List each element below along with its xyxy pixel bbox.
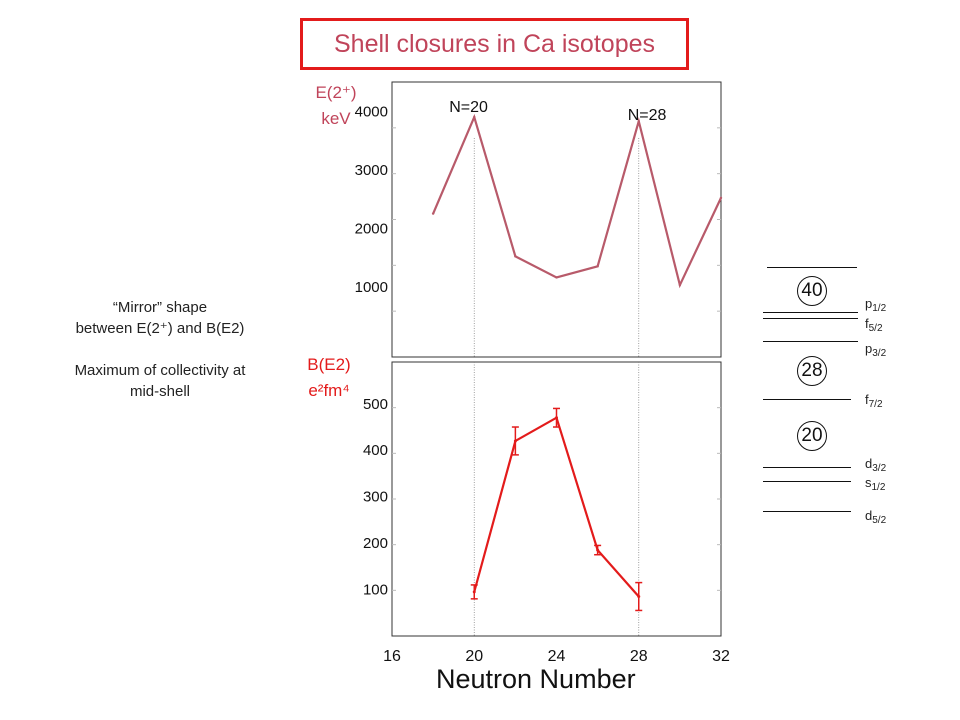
e2-data-point: [473, 115, 476, 119]
shell-level-line-top: [767, 267, 857, 268]
be2-ylabel-line2: e²fm⁴: [308, 381, 350, 400]
e2-ytick-label: 3000: [355, 162, 388, 179]
e2-data-point: [678, 283, 682, 287]
shell-level-f72: [763, 399, 851, 400]
be2-frame: [391, 361, 722, 637]
e2-ylabel-line2: keV: [321, 109, 351, 128]
x-tick-label: 20: [465, 648, 483, 665]
shell-level-p32: [763, 341, 858, 342]
e2-frame: [391, 81, 722, 358]
be2-series-line: [473, 416, 640, 598]
be2-ytick-label: 200: [363, 535, 388, 552]
note-line1: “Mirror” shape: [112, 299, 208, 316]
be2-data-point: [596, 548, 600, 552]
label-p32: p3/2: [865, 341, 887, 359]
note-line4: mid-shell: [129, 383, 190, 400]
be2-ylabel-line1: B(E2): [307, 355, 351, 374]
e2-ytick-label: 2000: [355, 220, 388, 237]
label-f72: f7/2: [865, 392, 883, 410]
e2-series-line: [432, 113, 722, 289]
magic-number-40: 40: [797, 276, 827, 306]
e2-data-point: [719, 196, 723, 200]
be2-ylabel: B(E2) e²fm⁴: [289, 352, 369, 404]
x-tick-label: 28: [630, 648, 648, 665]
annotation-n28: N=28: [628, 107, 667, 124]
e2-ytick-label: 1000: [355, 279, 388, 296]
be2-data-point: [637, 595, 641, 599]
x-tick-label: 32: [712, 648, 730, 665]
shell-level-s12: [763, 481, 851, 482]
x-tick-label: 16: [383, 648, 401, 665]
be2-ytick-label: 500: [363, 396, 388, 413]
e2-ylabel-line1: E(2⁺): [315, 83, 357, 102]
e2-data-point: [637, 120, 640, 123]
be2-ytick-label: 100: [363, 582, 388, 599]
shell-level-d52: [763, 511, 851, 512]
be2-data-point: [513, 439, 517, 443]
label-s12: s1/2: [865, 475, 886, 493]
e2-data-point: [596, 265, 599, 268]
e2-panel: N=20 N=28 1000 2000 3000 4000: [355, 81, 723, 358]
label-f52: f5/2: [865, 316, 883, 334]
label-d52: d5/2: [865, 508, 887, 526]
side-notes: “Mirror” shape between E(2⁺) and B(E2) M…: [30, 297, 290, 402]
chart-title: Shell closures in Ca isotopes: [300, 18, 689, 70]
magic-number-28: 28: [797, 356, 827, 386]
e2-data-point: [555, 276, 558, 279]
annotation-n20: N=20: [449, 99, 488, 116]
e2-ylabel: E(2⁺) keV: [296, 80, 376, 132]
shell-level-d32: [763, 467, 851, 468]
note-line3: Maximum of collectivity at: [74, 362, 246, 379]
label-d32: d3/2: [865, 456, 887, 474]
be2-ytick-label: 400: [363, 442, 388, 459]
shell-level-p12: [763, 312, 858, 313]
label-p12: p1/2: [865, 296, 887, 314]
x-tick-label: 24: [548, 648, 566, 665]
x-axis-title: Neutron Number: [436, 664, 636, 694]
note-line2: between E(2⁺) and B(E2): [75, 320, 245, 337]
be2-panel: 100 200 300 400 500 16 20 24 28 32: [363, 361, 730, 665]
e2-data-point: [431, 212, 435, 215]
e2-ytick-label: 4000: [355, 103, 388, 120]
e2-data-point: [514, 255, 517, 258]
magic-number-20: 20: [797, 421, 827, 451]
shell-level-f52: [763, 318, 858, 319]
be2-data-point: [555, 416, 558, 420]
be2-ytick-label: 300: [363, 489, 388, 506]
be2-data-point: [472, 590, 476, 594]
